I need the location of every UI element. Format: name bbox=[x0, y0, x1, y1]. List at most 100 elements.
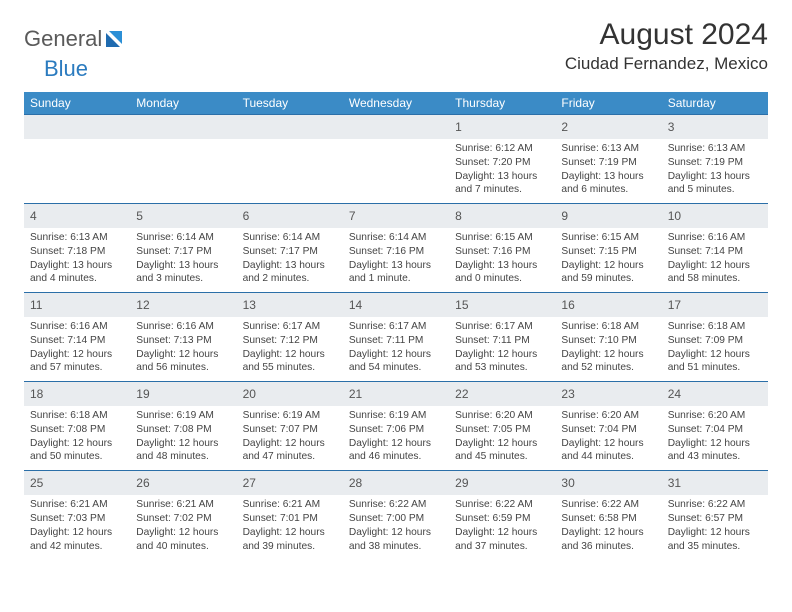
day-line: and 2 minutes. bbox=[243, 272, 337, 286]
day-line: Sunset: 7:19 PM bbox=[561, 156, 655, 170]
day-number-row: 11 bbox=[24, 293, 130, 317]
day-line: Daylight: 12 hours bbox=[349, 437, 443, 451]
day-body: Sunrise: 6:13 AMSunset: 7:19 PMDaylight:… bbox=[662, 139, 768, 203]
day-cell: 22Sunrise: 6:20 AMSunset: 7:05 PMDayligh… bbox=[449, 382, 555, 470]
logo-text-blue: Blue bbox=[44, 56, 88, 81]
day-number-row: 9 bbox=[555, 204, 661, 228]
day-line: Daylight: 12 hours bbox=[30, 526, 124, 540]
day-line: Sunset: 7:05 PM bbox=[455, 423, 549, 437]
day-line: Sunset: 7:16 PM bbox=[455, 245, 549, 259]
weekday-header: Thursday bbox=[449, 92, 555, 114]
day-line: and 39 minutes. bbox=[243, 540, 337, 554]
day-line: Daylight: 12 hours bbox=[349, 526, 443, 540]
day-cell: 4Sunrise: 6:13 AMSunset: 7:18 PMDaylight… bbox=[24, 204, 130, 292]
day-line: and 3 minutes. bbox=[136, 272, 230, 286]
day-cell: 31Sunrise: 6:22 AMSunset: 6:57 PMDayligh… bbox=[662, 471, 768, 559]
day-number-row: 24 bbox=[662, 382, 768, 406]
day-number-row: 10 bbox=[662, 204, 768, 228]
day-line: Sunrise: 6:21 AM bbox=[243, 498, 337, 512]
day-line: Sunrise: 6:22 AM bbox=[561, 498, 655, 512]
day-line: and 48 minutes. bbox=[136, 450, 230, 464]
day-body: Sunrise: 6:12 AMSunset: 7:20 PMDaylight:… bbox=[449, 139, 555, 203]
day-line: Sunrise: 6:22 AM bbox=[455, 498, 549, 512]
day-line: Daylight: 13 hours bbox=[668, 170, 762, 184]
day-body: Sunrise: 6:21 AMSunset: 7:01 PMDaylight:… bbox=[237, 495, 343, 559]
day-line: and 55 minutes. bbox=[243, 361, 337, 375]
day-body: Sunrise: 6:17 AMSunset: 7:11 PMDaylight:… bbox=[449, 317, 555, 381]
day-line: and 45 minutes. bbox=[455, 450, 549, 464]
day-body: Sunrise: 6:17 AMSunset: 7:11 PMDaylight:… bbox=[343, 317, 449, 381]
day-line: Sunset: 7:11 PM bbox=[349, 334, 443, 348]
day-number: 30 bbox=[561, 476, 574, 490]
calendar-page: General August 2024 Ciudad Fernandez, Me… bbox=[0, 0, 792, 577]
day-line: Sunrise: 6:21 AM bbox=[136, 498, 230, 512]
day-line: and 43 minutes. bbox=[668, 450, 762, 464]
day-number-row: 7 bbox=[343, 204, 449, 228]
day-line: Sunset: 7:17 PM bbox=[136, 245, 230, 259]
week-row: 4Sunrise: 6:13 AMSunset: 7:18 PMDaylight… bbox=[24, 203, 768, 292]
day-number: 5 bbox=[136, 209, 143, 223]
day-number: 12 bbox=[136, 298, 149, 312]
day-line: Sunrise: 6:21 AM bbox=[30, 498, 124, 512]
calendar-grid: SundayMondayTuesdayWednesdayThursdayFrid… bbox=[24, 92, 768, 559]
day-number-row: 6 bbox=[237, 204, 343, 228]
day-line: Sunrise: 6:15 AM bbox=[561, 231, 655, 245]
day-cell: . bbox=[130, 115, 236, 203]
day-line: and 40 minutes. bbox=[136, 540, 230, 554]
day-body: Sunrise: 6:17 AMSunset: 7:12 PMDaylight:… bbox=[237, 317, 343, 381]
day-line: Sunrise: 6:17 AM bbox=[243, 320, 337, 334]
day-line: Daylight: 13 hours bbox=[561, 170, 655, 184]
day-cell: 19Sunrise: 6:19 AMSunset: 7:08 PMDayligh… bbox=[130, 382, 236, 470]
day-line: Sunrise: 6:14 AM bbox=[349, 231, 443, 245]
day-cell: . bbox=[237, 115, 343, 203]
day-line: Daylight: 12 hours bbox=[668, 259, 762, 273]
day-line: and 36 minutes. bbox=[561, 540, 655, 554]
day-body: Sunrise: 6:16 AMSunset: 7:14 PMDaylight:… bbox=[662, 228, 768, 292]
day-line: Sunset: 7:11 PM bbox=[455, 334, 549, 348]
weekday-header: Tuesday bbox=[237, 92, 343, 114]
day-number-row: 29 bbox=[449, 471, 555, 495]
weekday-header: Sunday bbox=[24, 92, 130, 114]
day-number-row: . bbox=[237, 115, 343, 139]
day-line: Sunrise: 6:15 AM bbox=[455, 231, 549, 245]
day-line: Daylight: 12 hours bbox=[349, 348, 443, 362]
day-number-row: 13 bbox=[237, 293, 343, 317]
day-line: Sunset: 7:16 PM bbox=[349, 245, 443, 259]
day-number-row: 15 bbox=[449, 293, 555, 317]
week-row: 11Sunrise: 6:16 AMSunset: 7:14 PMDayligh… bbox=[24, 292, 768, 381]
day-number-row: 21 bbox=[343, 382, 449, 406]
day-line: and 46 minutes. bbox=[349, 450, 443, 464]
day-number: 21 bbox=[349, 387, 362, 401]
day-line: and 56 minutes. bbox=[136, 361, 230, 375]
day-line: Sunrise: 6:22 AM bbox=[349, 498, 443, 512]
day-body: Sunrise: 6:16 AMSunset: 7:13 PMDaylight:… bbox=[130, 317, 236, 381]
day-line: Daylight: 12 hours bbox=[30, 437, 124, 451]
day-line: and 52 minutes. bbox=[561, 361, 655, 375]
day-line: and 7 minutes. bbox=[455, 183, 549, 197]
day-line: and 1 minute. bbox=[349, 272, 443, 286]
day-number-row: 12 bbox=[130, 293, 236, 317]
day-line: Sunset: 6:58 PM bbox=[561, 512, 655, 526]
day-line: Sunset: 7:06 PM bbox=[349, 423, 443, 437]
day-line: and 38 minutes. bbox=[349, 540, 443, 554]
day-line: Daylight: 13 hours bbox=[243, 259, 337, 273]
weekday-header: Friday bbox=[555, 92, 661, 114]
day-body: Sunrise: 6:19 AMSunset: 7:07 PMDaylight:… bbox=[237, 406, 343, 470]
day-cell: 29Sunrise: 6:22 AMSunset: 6:59 PMDayligh… bbox=[449, 471, 555, 559]
day-cell: 1Sunrise: 6:12 AMSunset: 7:20 PMDaylight… bbox=[449, 115, 555, 203]
day-number: 6 bbox=[243, 209, 250, 223]
day-number-row: 19 bbox=[130, 382, 236, 406]
day-body: Sunrise: 6:21 AMSunset: 7:02 PMDaylight:… bbox=[130, 495, 236, 559]
day-line: Sunset: 7:08 PM bbox=[136, 423, 230, 437]
day-number: 19 bbox=[136, 387, 149, 401]
day-cell: 6Sunrise: 6:14 AMSunset: 7:17 PMDaylight… bbox=[237, 204, 343, 292]
day-line: and 50 minutes. bbox=[30, 450, 124, 464]
day-line: Sunset: 7:12 PM bbox=[243, 334, 337, 348]
day-body: Sunrise: 6:18 AMSunset: 7:08 PMDaylight:… bbox=[24, 406, 130, 470]
day-number: 8 bbox=[455, 209, 462, 223]
day-line: Daylight: 12 hours bbox=[455, 526, 549, 540]
day-number: 26 bbox=[136, 476, 149, 490]
day-number-row: 5 bbox=[130, 204, 236, 228]
day-line: Sunset: 7:15 PM bbox=[561, 245, 655, 259]
day-cell: 5Sunrise: 6:14 AMSunset: 7:17 PMDaylight… bbox=[130, 204, 236, 292]
